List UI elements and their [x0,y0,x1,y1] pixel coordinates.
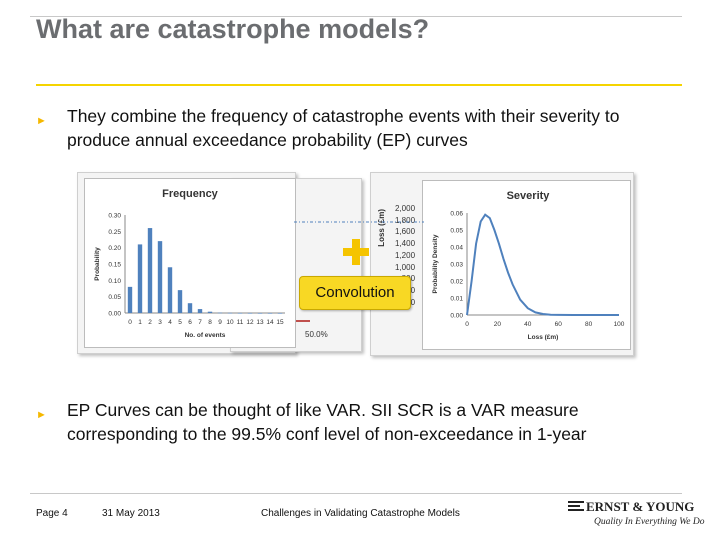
plus-icon [343,239,369,265]
bar [217,312,223,314]
bar [137,244,143,313]
y-axis-label: Probability Density [432,234,439,293]
partial-axis-tick: 2,000 [395,204,416,213]
bar [187,303,193,313]
x-tick-label: 8 [208,319,212,326]
x-tick-label: 12 [246,319,254,326]
logo-tagline: Quality In Everything We Do [594,517,705,527]
bar [277,313,283,314]
bar [237,312,243,314]
y-tick-label: 0.00 [450,313,463,320]
chart-title: Severity [507,190,551,202]
severity-chart: Severity 0.00 0.01 0.02 0.03 0.04 0.05 0.06 0 20 4… [432,190,625,341]
partial-axis-tick: 1,200 [395,250,416,260]
x-tick-label: 2 [148,319,152,326]
connector-line [294,221,424,223]
bar [247,312,253,314]
partial-axis-tick: 1,800 [395,215,416,225]
x-tick-label: 6 [188,319,192,326]
x-tick-label: 11 [237,319,244,326]
x-tick-label: 10 [226,319,234,326]
ernst-young-logo-icon [568,501,584,511]
partial-marker [296,320,310,322]
partial-axis-tick: 0 [410,297,416,307]
bar [157,241,163,313]
x-tick-label: 4 [168,319,172,326]
x-tick-label: 14 [266,319,274,326]
x-tick-label: 7 [198,319,202,326]
bullet-2-text: EP Curves can be thought of like VAR. SI… [67,400,587,444]
x-axis-label: No. of events [185,332,226,339]
x-tick-label: 20 [494,321,502,328]
bar [147,228,153,313]
y-tick-label: 0.05 [450,228,463,235]
convolution-callout: Convolution [299,276,411,310]
title-underline [36,84,682,86]
x-tick-label: 60 [555,321,563,328]
partial-axis-tick: 1,000 [395,262,416,272]
y-axis-label: Probability [94,247,101,281]
y-tick-label: 0.15 [108,262,121,269]
top-rule [30,16,682,17]
logo-name: ERNST & YOUNG [586,499,695,514]
bar [267,313,273,314]
y-tick-label: 0.02 [450,279,463,286]
y-tick-label: 0.10 [108,278,121,285]
y-tick-label: 0.03 [450,262,463,269]
x-axis-label: Loss (£m) [528,334,559,341]
partial-axis-tick: 1,400 [395,239,416,249]
y-tick-label: 0.04 [450,245,463,252]
bar [197,309,203,313]
footer-date: 31 May 2013 [102,508,160,519]
bar [257,313,263,314]
y-tick-label: 0.00 [108,311,121,318]
y-tick-label: 0.25 [108,229,121,236]
chart-title: Frequency [162,188,219,200]
y-tick-label: 0.05 [108,294,121,301]
slide-title: What are catastrophe models? [36,14,430,44]
triangle-right-icon: ► [36,115,47,127]
x-tick-label: 3 [158,319,162,326]
x-tick-label: 40 [524,321,532,328]
x-tick-label: 13 [256,319,264,326]
frequency-chart-frame: Frequency 0.00 0.05 0.10 0.15 0.20 0.25 0.30 0 1 2… [84,178,296,348]
footer-title: Challenges in Validating Catastrophe Mod… [261,508,460,519]
triangle-right-icon: ► [36,409,47,421]
partial-axis-tick: 1,600 [395,227,416,237]
x-tick-label: 1 [138,319,142,326]
y-tick-label: 0.01 [450,296,463,303]
bottom-rule [30,493,682,494]
x-tick-label: 0 [465,321,469,328]
x-tick-label: 100 [614,321,625,328]
x-tick-label: 5 [178,319,182,326]
bullet-1-text: They combine the frequency of catastroph… [67,106,620,150]
x-tick-label: 80 [585,321,593,328]
x-tick-label: 9 [218,319,222,326]
bar [177,290,183,313]
x-tick-label: 15 [276,319,284,326]
y-tick-label: 0.06 [450,211,463,218]
bar [227,312,233,314]
y-tick-label: 0.30 [108,213,121,220]
partial-label: 50.0% [305,330,328,339]
bar [127,286,133,313]
severity-line [466,213,619,316]
bar [207,311,213,313]
partial-axis-label: Loss (£m) [377,209,386,247]
x-tick-label: 0 [128,319,132,326]
severity-chart-frame: Severity 0.00 0.01 0.02 0.03 0.04 0.05 0.06 0 20 4… [422,180,631,350]
footer-page: Page 4 [36,508,68,519]
bar [167,267,173,313]
y-tick-label: 0.20 [108,245,121,252]
